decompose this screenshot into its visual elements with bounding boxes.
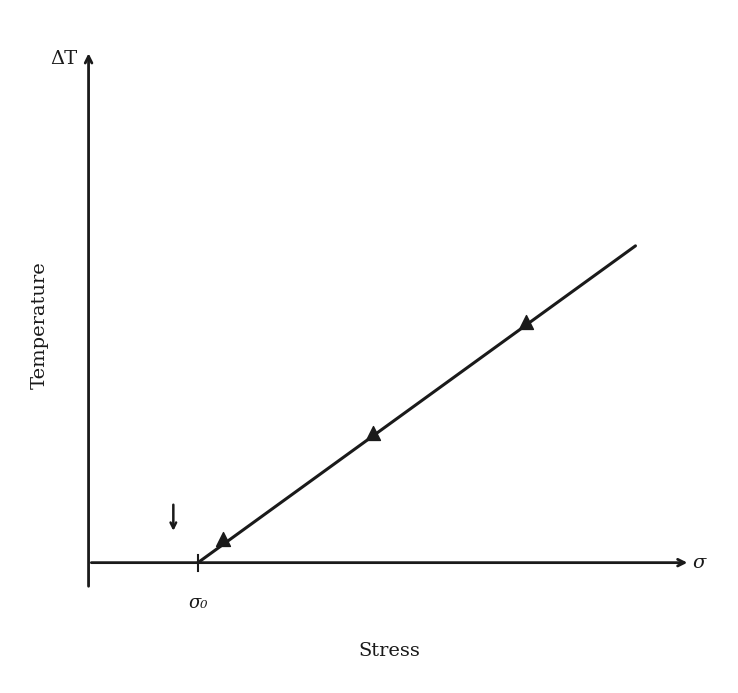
Point	[217, 534, 229, 545]
Text: σ₀: σ₀	[188, 595, 207, 613]
Text: Temperature: Temperature	[30, 261, 48, 389]
Text: σ: σ	[693, 554, 706, 572]
Point	[520, 317, 532, 328]
Text: Stress: Stress	[359, 642, 421, 660]
Text: ΔT: ΔT	[50, 51, 77, 69]
Point	[367, 428, 379, 439]
